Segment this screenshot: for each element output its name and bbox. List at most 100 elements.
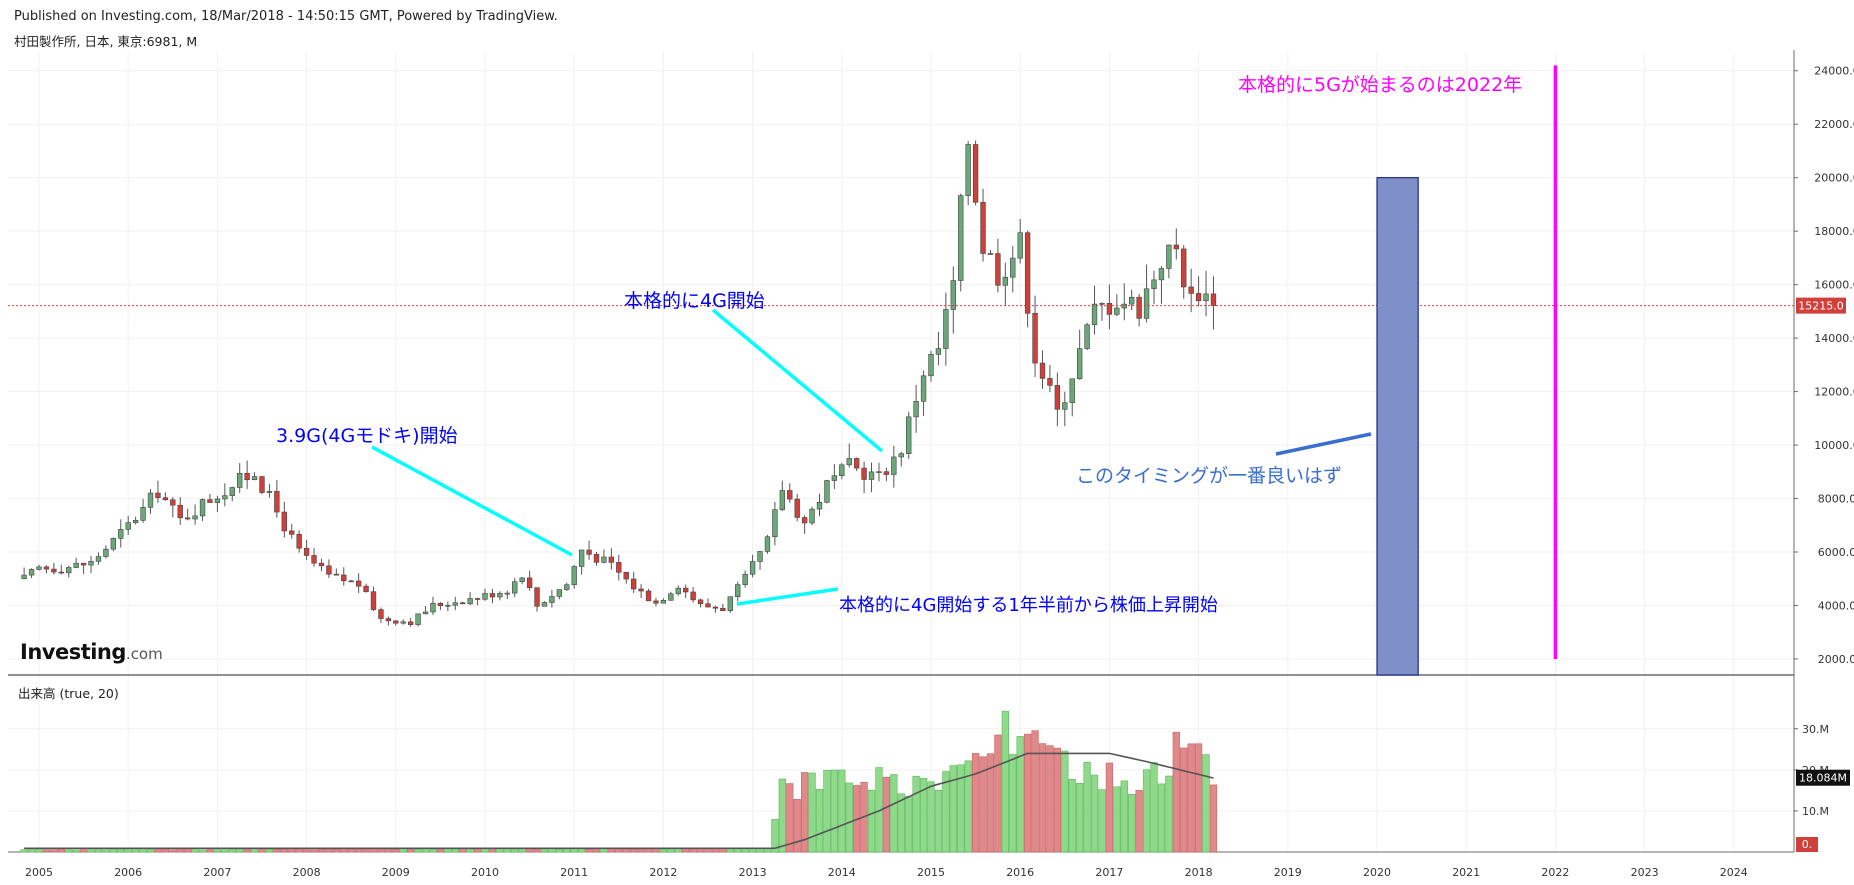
volume-bar — [823, 769, 831, 853]
volume-bar — [139, 848, 147, 853]
volume-bar — [1165, 775, 1173, 853]
arrow-rise-start — [736, 587, 839, 606]
volume-bar — [726, 848, 734, 853]
volume-bar — [354, 848, 363, 853]
candle-body — [712, 606, 719, 609]
volume-bar — [1150, 762, 1158, 853]
candle-body — [132, 520, 139, 523]
volume-bar — [1090, 774, 1099, 853]
candle-body — [1136, 296, 1142, 319]
candle-body — [787, 490, 793, 500]
candle-body — [1143, 288, 1150, 319]
candle-body — [920, 375, 927, 402]
candle-body — [883, 471, 890, 475]
investing-logo: Investing.com — [20, 640, 163, 664]
last-volume-badge — [1796, 769, 1850, 786]
volume-bars — [20, 710, 1218, 853]
x-tick-label: 2020 — [1363, 866, 1391, 879]
volume-bar — [35, 848, 43, 853]
candle-body — [199, 499, 206, 517]
arrow-best-timing — [1275, 432, 1372, 456]
candle-body — [943, 309, 949, 349]
volume-bar — [786, 783, 794, 853]
candle-body — [980, 201, 986, 254]
candle-body — [512, 581, 518, 594]
candle-body — [489, 593, 496, 598]
candle-body — [1002, 276, 1009, 286]
volume-bar — [377, 849, 385, 853]
volume-bar — [771, 819, 779, 853]
last-price-label: 15215.0 — [1798, 300, 1844, 313]
candle-body — [891, 456, 897, 475]
candle-body — [534, 587, 540, 607]
annotation-rise-start: 本格的に4G開始する1年半前から株価上昇開始 — [839, 595, 1218, 616]
axis-labels: 2005 2006 2007 2008 2009 2010 2011 2012 2013 2014… — [25, 65, 1854, 879]
volume-bar — [882, 776, 891, 853]
candle-body — [526, 577, 533, 588]
volume-bar — [1068, 779, 1076, 853]
candle-body — [972, 144, 979, 203]
y-tick-label: 24000.0 — [1814, 65, 1854, 78]
volume-bar — [1076, 783, 1084, 853]
candle-body — [1084, 324, 1090, 349]
volume-bar — [184, 848, 192, 853]
candle-body — [638, 588, 644, 592]
volume-bar — [94, 848, 103, 853]
volume-bar — [1209, 784, 1218, 853]
candle-body — [995, 253, 1001, 286]
candle-body — [801, 517, 808, 524]
candle-body — [1203, 293, 1209, 302]
volume-bar — [310, 849, 318, 853]
y-tick-label: 20000.0 — [1814, 172, 1854, 185]
volume-bar — [488, 848, 497, 853]
candle-body — [66, 567, 72, 574]
candle-body — [772, 509, 778, 538]
volume-bar — [957, 764, 965, 853]
highlight-box-2020 — [1376, 177, 1419, 676]
y-tick-label: 8000.0 — [1818, 493, 1854, 506]
volume-bar — [42, 849, 51, 853]
candle-body — [1032, 313, 1038, 364]
candle-body — [1099, 303, 1105, 305]
volume-bar — [1009, 754, 1017, 853]
candle-body — [720, 607, 726, 611]
candle-body — [608, 556, 615, 563]
volume-bar — [429, 848, 437, 853]
volume-bar — [540, 848, 549, 853]
volume-bar — [451, 848, 459, 853]
candle-body — [630, 578, 637, 590]
volume-bar — [1023, 733, 1032, 853]
candle-body — [757, 551, 763, 562]
candle-body — [326, 565, 332, 575]
volume-bar — [109, 848, 117, 853]
volume-bar — [1053, 747, 1062, 853]
candle-body — [549, 596, 555, 603]
volume-bar — [577, 848, 586, 853]
volume-bar — [154, 848, 162, 853]
volume-bar — [1142, 769, 1151, 853]
volume-bar — [20, 849, 28, 853]
candle-body — [237, 472, 243, 488]
candle-body — [437, 602, 444, 606]
volume-bar — [50, 849, 58, 853]
volume-bar — [949, 765, 957, 853]
x-tick-label: 2010 — [471, 866, 499, 879]
y-tick-label: 14000.0 — [1814, 332, 1854, 345]
candle-body — [341, 574, 347, 582]
candle-body — [125, 522, 131, 530]
volume-bar — [815, 789, 824, 853]
candle-body — [21, 574, 27, 580]
candle-body — [370, 591, 377, 610]
last-volume-small-badge — [1796, 837, 1818, 852]
volume-bar — [1194, 743, 1203, 853]
candle-body — [355, 580, 362, 587]
candle-body — [742, 573, 748, 585]
candle-body — [155, 492, 161, 498]
volume-bar — [615, 848, 623, 853]
candle-body — [407, 621, 414, 625]
candle-body — [474, 598, 481, 600]
candle-body — [51, 568, 57, 573]
candle-body — [110, 538, 117, 550]
candle-body — [913, 401, 919, 418]
volume-bar — [102, 849, 110, 853]
